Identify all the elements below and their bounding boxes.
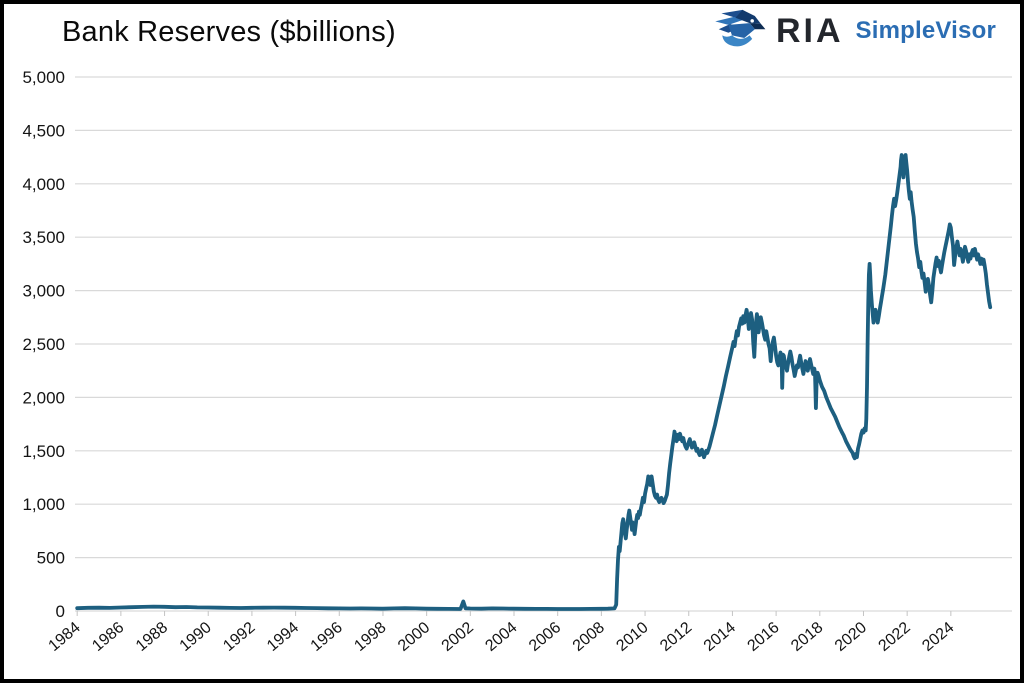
y-axis-tick-label: 4,500 <box>22 121 65 140</box>
x-axis-tick-label: 1994 <box>264 619 302 655</box>
x-axis-tick-label: 2016 <box>744 619 782 655</box>
logo-product-text: SimpleVisor <box>855 17 996 44</box>
y-axis-tick-label: 500 <box>37 549 65 568</box>
x-axis-tick-label: 2012 <box>657 619 695 655</box>
y-axis-tick-label: 4,000 <box>22 175 65 194</box>
x-axis-tick-label: 2018 <box>788 619 826 655</box>
x-axis-tick-label: 2020 <box>832 619 870 655</box>
x-axis-tick-label: 1988 <box>133 619 171 655</box>
logo-brand-text: RIA <box>775 11 844 50</box>
y-axis-tick-label: 5,000 <box>22 68 65 87</box>
x-axis-tick-label: 1996 <box>308 619 346 655</box>
x-axis-tick-label: 1986 <box>89 619 127 655</box>
y-axis-tick-label: 1,000 <box>22 495 65 514</box>
x-axis-tick-label: 2000 <box>395 619 433 655</box>
y-axis-tick-label: 2,500 <box>22 335 65 354</box>
y-axis-tick-label: 3,000 <box>22 282 65 301</box>
x-axis-tick-label: 1992 <box>220 619 258 655</box>
x-axis-tick-label: 2006 <box>526 619 564 655</box>
x-axis-tick-label: 2022 <box>876 619 914 655</box>
x-axis-tick-label: 2014 <box>701 619 739 655</box>
eagle-icon <box>715 9 766 47</box>
x-axis-tick-label: 2010 <box>613 619 651 655</box>
y-axis-tick-label: 1,500 <box>22 442 65 461</box>
reserves-line-series <box>75 153 993 611</box>
y-axis-tick-label: 2,000 <box>22 388 65 407</box>
y-axis-tick-label: 0 <box>56 602 65 621</box>
bank-reserves-line-chart: 0 500 1,000 1,500 2,000 2,500 3,000 3,500 4,000 4… <box>22 68 1012 655</box>
x-axis-tick-label: 2004 <box>482 619 520 655</box>
x-axis-tick-label: 2024 <box>919 619 957 655</box>
ria-simplevisor-logo: RIA SimpleVisor <box>710 8 996 54</box>
x-axis-tick-label: 1998 <box>351 619 389 655</box>
y-axis-tick-label: 3,500 <box>22 228 65 247</box>
x-axis-tick-label: 1984 <box>46 619 84 655</box>
chart-title: Bank Reserves ($billions) <box>62 16 396 48</box>
x-axis-tick-label: 1990 <box>177 619 215 655</box>
x-axis-tick-label: 2002 <box>439 619 477 655</box>
x-axis-tick-label: 2008 <box>570 619 608 655</box>
